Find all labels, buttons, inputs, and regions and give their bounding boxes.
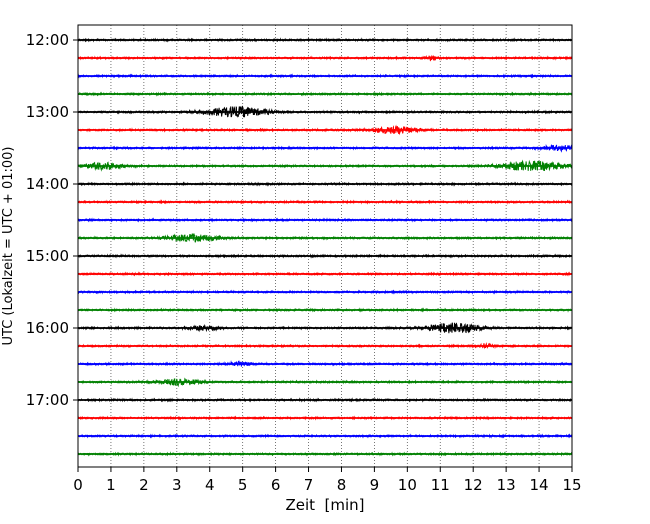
- x-tick-label: 7: [304, 476, 314, 494]
- y-tick-label: 14:00: [26, 175, 69, 193]
- x-tick-label: 6: [271, 476, 281, 494]
- x-tick-label: 8: [337, 476, 347, 494]
- x-tick-label: 15: [562, 476, 581, 494]
- x-tick-label: 13: [497, 476, 516, 494]
- y-tick-label: 13:00: [26, 103, 69, 121]
- x-tick-label: 11: [431, 476, 450, 494]
- x-tick-label: 3: [172, 476, 182, 494]
- x-tick-label: 12: [464, 476, 483, 494]
- y-tick-label: 15:00: [26, 247, 69, 265]
- y-tick-label: 12:00: [26, 31, 69, 49]
- x-axis-label: Zeit [min]: [285, 496, 364, 514]
- x-axis: 0 1 2 3 4 5 6 7 8 9 10 11 12 13 14 15: [73, 467, 582, 494]
- x-tick-label: 14: [530, 476, 549, 494]
- x-tick-label: 10: [398, 476, 417, 494]
- y-tick-label: 17:00: [26, 391, 69, 409]
- y-axis: 12:00 13:00 14:00 15:00 16:00 17:00: [26, 31, 78, 409]
- x-tick-label: 4: [205, 476, 215, 494]
- x-tick-label: 9: [370, 476, 380, 494]
- x-tick-label: 2: [139, 476, 149, 494]
- y-axis-label: UTC (Lokalzeit = UTC + 01:00): [1, 147, 16, 346]
- plot-frame: [77, 24, 573, 468]
- x-tick-label: 0: [73, 476, 83, 494]
- x-tick-label: 5: [238, 476, 248, 494]
- y-tick-label: 16:00: [26, 319, 69, 337]
- traces: [77, 37, 573, 457]
- x-tick-label: 1: [106, 476, 116, 494]
